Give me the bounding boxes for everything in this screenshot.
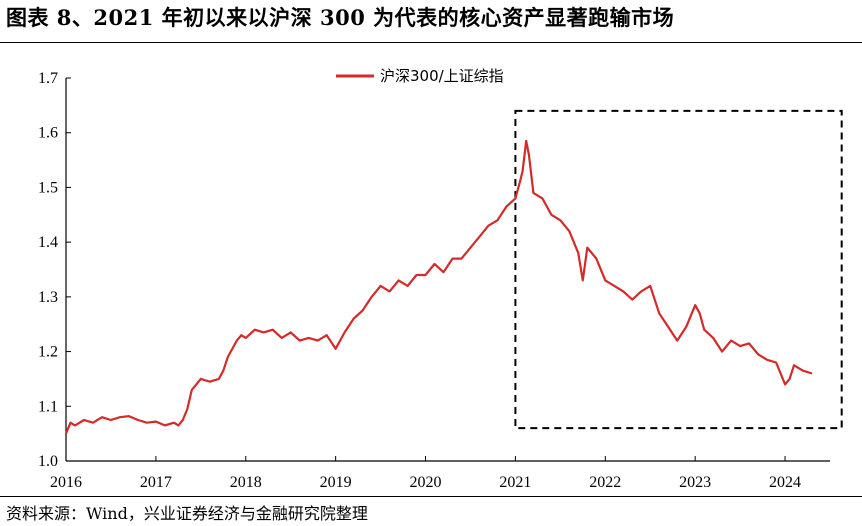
- y-tick-label: 1.4: [38, 234, 58, 251]
- top-rule: [0, 42, 862, 43]
- y-tick-label: 1.1: [38, 398, 58, 415]
- y-tick-label: 1.5: [38, 179, 58, 196]
- legend-label: 沪深300/上证综指: [380, 67, 504, 85]
- y-tick-label: 1.2: [38, 344, 58, 361]
- x-tick-label: 2017: [140, 474, 172, 491]
- highlight-box: [514, 109, 843, 430]
- y-tick-label: 1.6: [38, 125, 58, 142]
- y-tick-label: 1.3: [38, 289, 58, 306]
- series-group: [64, 139, 813, 435]
- x-tick-label: 2018: [230, 474, 262, 491]
- x-tick-label: 2021: [499, 474, 531, 491]
- x-tick-label: 2019: [320, 474, 352, 491]
- legend: 沪深300/上证综指: [336, 67, 504, 85]
- bottom-rule: [0, 496, 862, 497]
- source-note: 资料来源：Wind，兴业证券经济与金融研究院整理: [6, 504, 368, 523]
- x-tick-label: 2022: [589, 474, 621, 491]
- figure-title: 图表 8、2021 年初以来以沪深 300 为代表的核心资产显著跑输市场: [6, 5, 675, 30]
- x-tick-label: 2020: [410, 474, 442, 491]
- y-tick-label: 1.7: [38, 70, 58, 87]
- y-tick-label: 1.0: [38, 453, 58, 470]
- x-tick-label: 2016: [50, 474, 82, 491]
- x-tick-label: 2023: [679, 474, 711, 491]
- series-line: [64, 139, 813, 435]
- chart-axes: 1.0 1.1 1.2 1.3 1.4 1.5 1.6 1.7 2016 2017 2018 2019…: [38, 70, 830, 491]
- highlight-box-group: [514, 109, 843, 430]
- x-tick-label: 2024: [769, 474, 801, 491]
